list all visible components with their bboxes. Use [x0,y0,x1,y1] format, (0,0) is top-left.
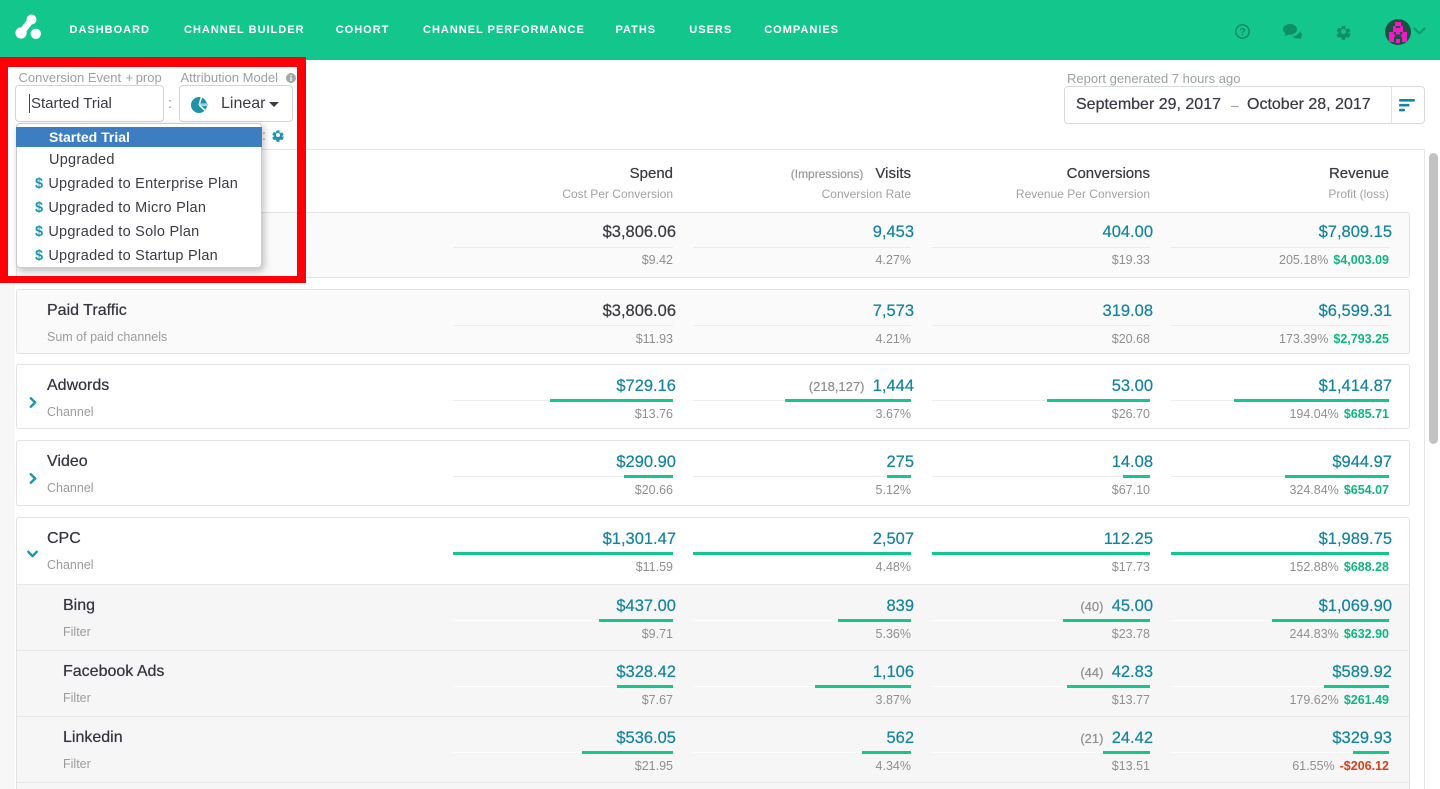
svg-text:i: i [290,74,293,83]
svg-text:?: ? [1239,27,1245,38]
